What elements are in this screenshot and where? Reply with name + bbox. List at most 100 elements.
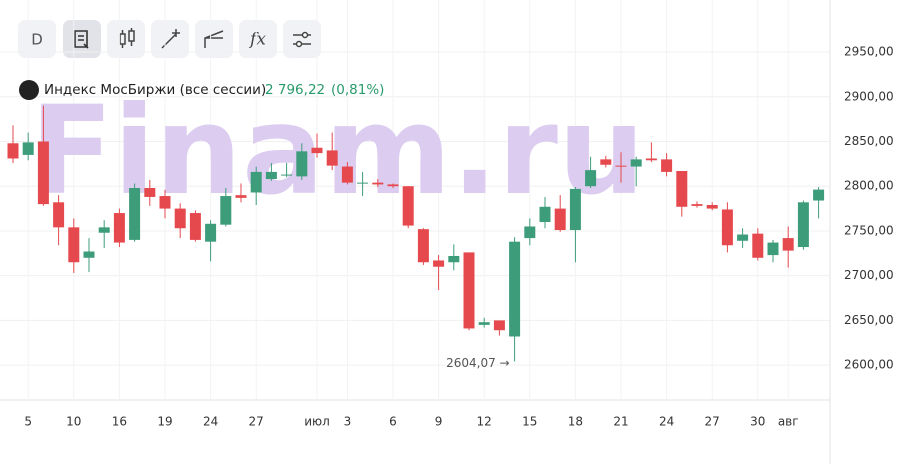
- candle-body: [661, 159, 673, 172]
- candle-body: [585, 170, 597, 187]
- interval-button[interactable]: [18, 20, 56, 58]
- candle-body: [372, 182, 384, 185]
- candle-body: [98, 227, 110, 233]
- icon: [74, 30, 89, 49]
- candle-body: [265, 171, 277, 180]
- x-tick-label: 24: [203, 415, 218, 429]
- y-tick-label: 2800,00: [844, 179, 894, 193]
- icon: [301, 31, 309, 39]
- y-tick-label: 2600,00: [844, 358, 894, 372]
- candle-body: [448, 255, 460, 263]
- instrument-icon: [19, 80, 39, 100]
- x-tick-label: 15: [522, 415, 537, 429]
- candle-body: [417, 229, 429, 263]
- candle-body: [493, 320, 505, 331]
- candle-body: [402, 186, 414, 226]
- candle-body: [144, 188, 156, 197]
- candle-body: [767, 242, 779, 256]
- x-tick-label: 27: [705, 415, 720, 429]
- instrument-title: Индекс МосБиржи (все сессии): [44, 82, 266, 98]
- interval-label: D: [31, 31, 43, 49]
- indicator-button[interactable]: [63, 20, 101, 58]
- last-change: (0,81%): [331, 82, 384, 98]
- candle-body: [326, 150, 338, 166]
- candle-body: [159, 196, 171, 209]
- candle-body: [554, 208, 566, 231]
- candle-body: [53, 202, 65, 228]
- candle-body: [357, 182, 369, 184]
- chart-type-button[interactable]: [107, 20, 145, 58]
- y-tick-label: 2700,00: [844, 268, 894, 282]
- icon: [161, 29, 180, 49]
- x-tick-label: 27: [249, 415, 264, 429]
- candle-body: [797, 202, 809, 248]
- icon: [119, 28, 135, 48]
- candle-body: [752, 233, 764, 258]
- x-tick-label: 10: [66, 415, 81, 429]
- icon: [295, 40, 303, 48]
- candle-body: [281, 174, 293, 176]
- candle-body: [174, 208, 186, 229]
- candle-body: [83, 251, 95, 258]
- x-tick-label: 16: [112, 415, 127, 429]
- y-tick-label: 2650,00: [844, 313, 894, 327]
- toolbar: D fx: [18, 20, 321, 58]
- x-tick-label: 5: [24, 415, 32, 429]
- x-tick-label: 3: [344, 415, 352, 429]
- candle-body: [813, 189, 825, 201]
- x-tick-label: 30: [750, 415, 765, 429]
- x-tick-label: 24: [659, 415, 674, 429]
- x-tick-label: 9: [435, 415, 443, 429]
- candle-body: [721, 209, 733, 246]
- last-value: 2 796,22: [265, 82, 325, 98]
- y-tick-label: 2950,00: [844, 45, 894, 59]
- candle-body: [341, 166, 353, 183]
- candle-body: [189, 213, 201, 240]
- candle-body: [463, 252, 475, 329]
- candle-body: [630, 159, 642, 167]
- candle-body: [7, 143, 19, 159]
- x-tick-label: 21: [613, 415, 628, 429]
- candle-body: [250, 171, 262, 193]
- icon: fx: [248, 30, 266, 50]
- x-tick-label: 6: [389, 415, 397, 429]
- candle-body: [68, 227, 80, 263]
- x-tick-label: авг: [778, 415, 799, 429]
- y-tick-label: 2850,00: [844, 134, 894, 148]
- candle-body: [539, 206, 551, 222]
- candle-body: [129, 188, 141, 240]
- settings-button[interactable]: [283, 20, 321, 58]
- candle-body: [569, 188, 581, 231]
- x-tick-label: июл: [304, 415, 330, 429]
- candle-body: [205, 223, 217, 242]
- candle-body: [782, 238, 794, 251]
- plot: [0, 0, 831, 464]
- candle-body: [737, 234, 749, 241]
- candle-body: [113, 213, 125, 243]
- candle-body: [600, 159, 612, 165]
- x-tick-label: 12: [477, 415, 492, 429]
- candle-body: [524, 226, 536, 239]
- candle-body: [615, 165, 627, 167]
- y-tick-label: 2900,00: [844, 89, 894, 103]
- annotation: 2604,07 →: [446, 356, 510, 370]
- candle-body: [311, 147, 323, 154]
- icon: [204, 30, 224, 48]
- function-button[interactable]: [239, 20, 277, 58]
- candle-body: [387, 184, 399, 187]
- candle-body: [676, 171, 688, 207]
- candle-body: [691, 204, 703, 206]
- fib-button[interactable]: [195, 20, 233, 58]
- candle-body: [433, 260, 445, 267]
- x-tick-label: 18: [568, 415, 583, 429]
- y-tick-label: 2750,00: [844, 223, 894, 237]
- candle-body: [22, 142, 34, 155]
- candle-body: [478, 322, 490, 325]
- candle-body: [220, 196, 232, 225]
- candle-body: [235, 195, 247, 198]
- candle-body: [645, 158, 657, 161]
- candle-body: [37, 141, 49, 205]
- candle-body: [509, 241, 521, 337]
- candle-body: [296, 151, 308, 177]
